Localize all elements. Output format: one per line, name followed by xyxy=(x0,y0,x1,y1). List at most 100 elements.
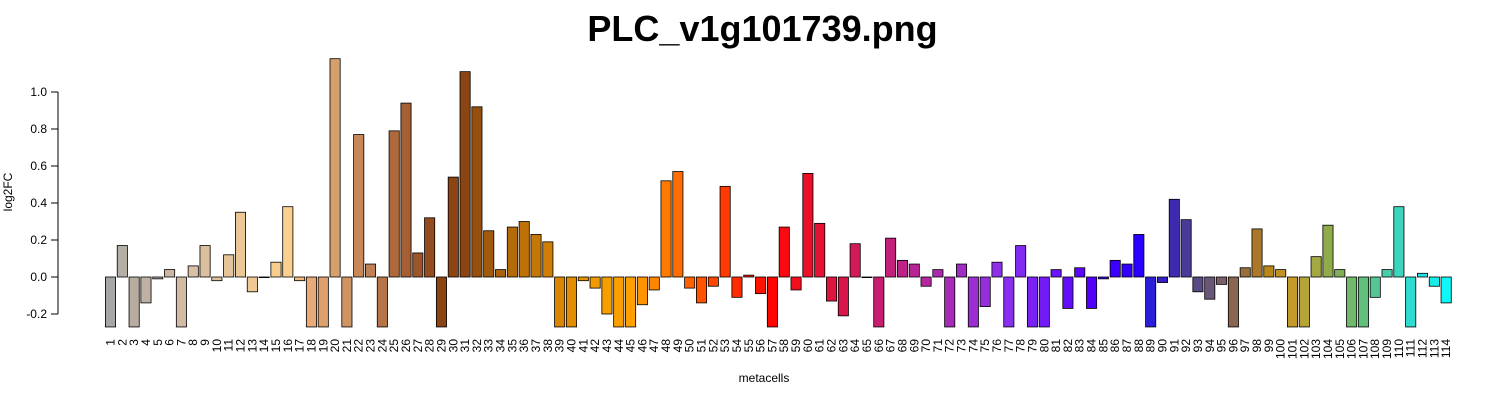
x-tick-label: 94 xyxy=(1203,339,1217,353)
x-tick-label: 14 xyxy=(257,339,271,353)
bar-29 xyxy=(435,276,447,328)
bar-66 xyxy=(873,276,885,328)
bar-113 xyxy=(1428,276,1440,287)
x-tick-label: 6 xyxy=(163,339,177,346)
x-tick-label: 92 xyxy=(1179,339,1193,353)
bar-90 xyxy=(1156,276,1168,283)
x-tick-label: 28 xyxy=(423,339,437,353)
bar-28 xyxy=(424,217,436,278)
bar-37 xyxy=(530,234,542,278)
bar-98 xyxy=(1251,228,1263,278)
x-tick-label: 100 xyxy=(1274,339,1288,359)
x-tick-label: 39 xyxy=(553,339,567,353)
x-tick-label: 99 xyxy=(1262,339,1276,353)
bar-23 xyxy=(365,263,377,278)
x-tick-label: 85 xyxy=(1096,339,1110,353)
x-tick-label: 46 xyxy=(635,339,649,353)
x-tick-label: 4 xyxy=(139,339,153,346)
x-tick-label: 47 xyxy=(647,339,661,353)
x-tick-label: 35 xyxy=(505,339,519,353)
bar-82 xyxy=(1062,276,1074,309)
y-axis: -0.2 0.0 0.2 0.4 0.6 0.8 1.0 xyxy=(26,85,59,321)
bar-2 xyxy=(116,245,128,278)
x-tick-label: 105 xyxy=(1333,339,1347,359)
x-tick-label: 78 xyxy=(1014,339,1028,353)
x-tick-label: 29 xyxy=(434,339,448,353)
bar-15 xyxy=(270,261,282,278)
bar-53 xyxy=(719,185,731,278)
bar-88 xyxy=(1133,234,1145,278)
bar-4 xyxy=(140,276,152,304)
bar-71 xyxy=(932,269,944,278)
bar-39 xyxy=(554,276,566,328)
x-axis-tick-labels: 1234567891011121314151617181920212223242… xyxy=(104,339,1454,359)
bar-48 xyxy=(660,180,672,278)
y-axis-label: log2FC xyxy=(1,172,15,211)
x-tick-label: 2 xyxy=(115,339,129,346)
bar-68 xyxy=(896,259,908,278)
bar-14 xyxy=(258,276,270,279)
x-tick-label: 21 xyxy=(340,339,354,353)
bar-8 xyxy=(187,265,199,278)
x-tick-label: 44 xyxy=(612,339,626,353)
bar-10 xyxy=(211,276,223,282)
bar-78 xyxy=(1015,245,1027,278)
x-tick-label: 13 xyxy=(245,339,259,353)
bar-86 xyxy=(1109,259,1121,278)
x-tick-label: 53 xyxy=(718,339,732,353)
x-tick-label: 71 xyxy=(931,339,945,353)
bar-107 xyxy=(1357,276,1369,328)
x-tick-label: 5 xyxy=(151,339,165,346)
x-tick-label: 103 xyxy=(1309,339,1323,359)
bar-55 xyxy=(743,274,755,278)
bar-97 xyxy=(1239,267,1251,278)
bar-19 xyxy=(317,276,329,328)
bar-49 xyxy=(672,171,684,278)
x-tick-label: 11 xyxy=(222,339,236,352)
bar-20 xyxy=(329,58,341,278)
bar-series xyxy=(105,58,1452,328)
bar-108 xyxy=(1369,276,1381,298)
bar-35 xyxy=(506,226,518,278)
bar-9 xyxy=(199,245,211,278)
bar-79 xyxy=(1026,276,1038,328)
x-tick-label: 38 xyxy=(541,339,555,353)
y-tick-label: -0.2 xyxy=(26,307,47,321)
x-tick-label: 57 xyxy=(765,339,779,353)
x-tick-label: 19 xyxy=(316,339,330,353)
x-tick-label: 98 xyxy=(1250,339,1264,353)
bar-60 xyxy=(802,172,814,278)
x-tick-label: 113 xyxy=(1427,339,1441,358)
bar-1 xyxy=(105,276,117,328)
bar-50 xyxy=(684,276,696,289)
x-axis-label: metacells xyxy=(739,371,790,385)
x-tick-label: 32 xyxy=(470,339,484,353)
x-tick-label: 3 xyxy=(127,339,141,346)
bar-22 xyxy=(353,134,365,278)
x-tick-label: 75 xyxy=(978,339,992,353)
x-tick-label: 8 xyxy=(186,339,200,346)
bar-101 xyxy=(1287,276,1299,328)
bar-99 xyxy=(1263,265,1275,278)
x-tick-label: 65 xyxy=(860,339,874,353)
x-tick-label: 93 xyxy=(1191,339,1205,353)
bar-114 xyxy=(1440,276,1452,304)
bar-58 xyxy=(778,226,790,278)
bar-72 xyxy=(944,276,956,328)
bar-30 xyxy=(447,176,459,278)
bar-6 xyxy=(164,269,176,278)
bar-16 xyxy=(282,206,294,278)
bar-69 xyxy=(908,263,920,278)
bar-105 xyxy=(1334,269,1346,278)
x-tick-label: 68 xyxy=(895,339,909,353)
bar-54 xyxy=(731,276,743,298)
x-tick-label: 56 xyxy=(754,339,768,353)
x-tick-label: 24 xyxy=(375,339,389,353)
x-tick-label: 107 xyxy=(1356,339,1370,359)
x-tick-label: 64 xyxy=(848,339,862,353)
bar-67 xyxy=(885,237,897,278)
bar-31 xyxy=(459,71,471,278)
x-tick-label: 42 xyxy=(588,339,602,353)
x-tick-label: 49 xyxy=(671,339,685,353)
